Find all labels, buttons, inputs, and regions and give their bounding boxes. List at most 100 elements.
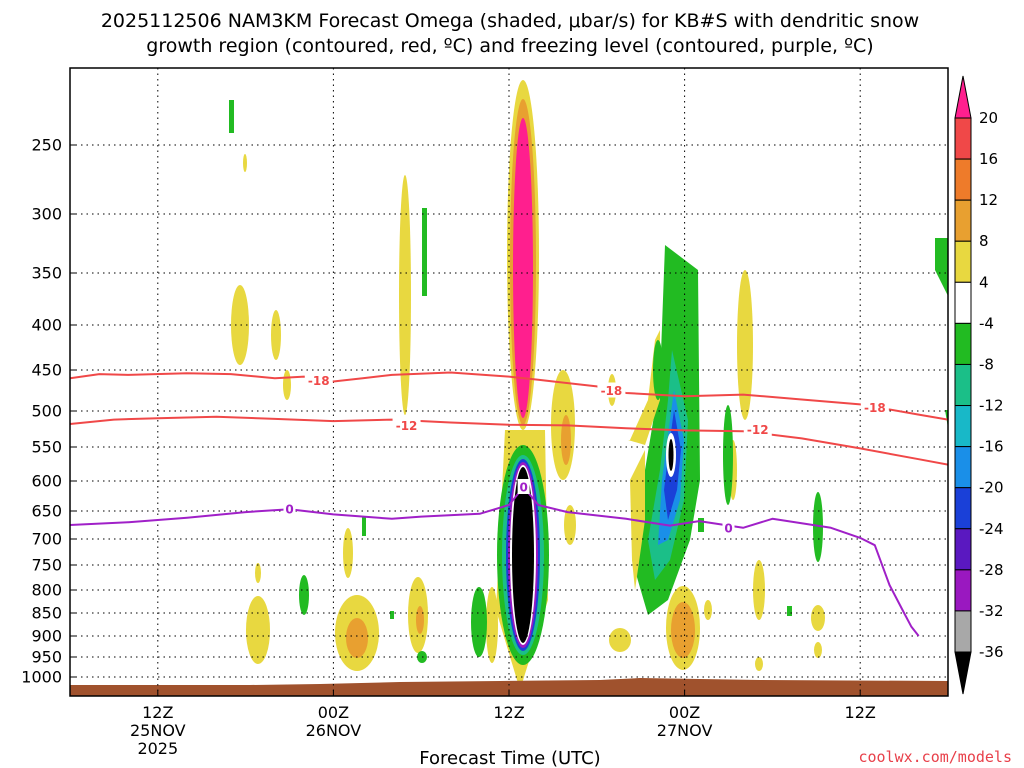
omega-region — [255, 563, 261, 583]
colorbar-label: 12 — [979, 191, 998, 209]
omega-region — [399, 175, 411, 415]
omega-region — [283, 370, 291, 400]
omega-region — [698, 518, 704, 532]
colorbar-swatch — [954, 240, 972, 283]
omega-region — [246, 596, 270, 664]
y-tick-label: 550 — [31, 438, 62, 457]
omega-region — [416, 606, 424, 634]
colorbar-swatch — [954, 446, 972, 489]
x-tick-label: 00Z — [318, 703, 349, 722]
y-tick-label: 1000 — [21, 668, 62, 687]
omega-region — [486, 587, 498, 663]
y-tick-label: 400 — [31, 316, 62, 335]
contour-label-background — [597, 382, 626, 398]
contour-label-background — [517, 479, 530, 494]
contour-label: -12 — [396, 419, 418, 433]
x-tick-date-label: 26NOV — [306, 721, 362, 740]
y-tick-label: 750 — [31, 556, 62, 575]
y-axis-ticks: 250 300 350 400 450 500 550 600 650 700 750 800 850 9… — [21, 136, 76, 687]
colorbar-label: 8 — [979, 232, 989, 250]
colorbar-label: -28 — [979, 561, 1004, 579]
colorbar-swatch — [954, 569, 972, 612]
y-tick-label: 300 — [31, 205, 62, 224]
contour-label: -12 — [747, 423, 769, 437]
chart-title-line-1: 2025112506 NAM3KM Forecast Omega (shaded… — [101, 10, 919, 32]
omega-region — [564, 505, 576, 545]
omega-region — [811, 605, 825, 631]
x-tick-label: 00Z — [669, 703, 700, 722]
contour-label-background — [860, 399, 889, 415]
omega-region — [935, 238, 948, 296]
colorbar-label: -8 — [979, 355, 994, 373]
x-tick-label: 12Z — [845, 703, 876, 722]
omega-region — [243, 154, 247, 172]
colorbar-label: -36 — [979, 643, 1004, 661]
omega-region — [422, 208, 427, 296]
omega-region — [229, 100, 234, 133]
colorbar-label: -12 — [979, 397, 1004, 415]
colorbar-label: 4 — [979, 273, 989, 291]
contour-label-background — [304, 372, 333, 388]
x-tick-date-label: 25NOV — [130, 721, 186, 740]
omega-region — [513, 118, 533, 418]
x-tick-date-label: 27NOV — [657, 721, 713, 740]
omega-region — [723, 405, 733, 505]
contour-label-background — [743, 421, 772, 437]
y-tick-label: 650 — [31, 502, 62, 521]
contour-label: 0 — [519, 481, 527, 495]
y-tick-label: 600 — [31, 472, 62, 491]
omega-region — [231, 285, 249, 365]
omega-region — [813, 492, 823, 562]
omega-region — [755, 657, 763, 671]
omega-region — [512, 467, 534, 643]
y-tick-label: 250 — [31, 136, 62, 155]
omega-region — [362, 516, 366, 536]
contour-label: -18 — [308, 374, 330, 388]
y-tick-label: 500 — [31, 402, 62, 421]
omega-region — [561, 415, 571, 465]
contour-label: -18 — [601, 384, 623, 398]
chart-title-line-2: growth region (contoured, red, ºC) and f… — [146, 35, 873, 57]
colorbar-label: -24 — [979, 520, 1004, 538]
omega-region — [668, 439, 674, 471]
contour-label: 0 — [724, 521, 732, 535]
omega-region — [609, 628, 631, 652]
ground-surface — [70, 678, 948, 696]
contour-label: -18 — [864, 401, 886, 415]
contour-line-isotherm — [70, 415, 948, 466]
colorbar-swatch — [954, 281, 972, 324]
omega-region — [346, 618, 368, 658]
colorbar-swatch — [954, 199, 972, 242]
credit-link[interactable]: coolwx.com/models — [858, 748, 1012, 766]
colorbar-swatch — [954, 405, 972, 448]
colorbar-top-arrow — [954, 75, 972, 119]
colorbar-swatch — [954, 528, 972, 571]
colorbar-swatch — [954, 322, 972, 365]
colorbar-bottom-arrow — [954, 651, 972, 695]
colorbar-label: 20 — [979, 109, 998, 127]
temperature-contours: -18 -18 -18 -12 -12 0 0 0 — [70, 371, 948, 637]
colorbar-label: -20 — [979, 479, 1004, 497]
omega-region — [271, 310, 281, 360]
x-tick-label: 12Z — [142, 703, 173, 722]
pressure-gridlines — [70, 144, 948, 678]
colorbar-swatch — [954, 610, 972, 653]
y-tick-label: 450 — [31, 361, 62, 380]
omega-region — [787, 606, 792, 616]
x-tick-year-label: 2025 — [137, 739, 178, 758]
colorbar-swatch — [954, 363, 972, 407]
omega-region — [737, 270, 753, 420]
y-tick-label: 700 — [31, 530, 62, 549]
omega-region — [343, 528, 353, 578]
x-tick-label: 12Z — [493, 703, 524, 722]
y-tick-label: 350 — [31, 264, 62, 283]
y-tick-label: 900 — [31, 627, 62, 646]
omega-region — [704, 600, 712, 620]
y-tick-label: 800 — [31, 581, 62, 600]
contour-label-background — [722, 519, 735, 535]
colorbar-label: -4 — [979, 314, 994, 332]
colorbar-swatch — [954, 117, 972, 160]
x-axis-title: Forecast Time (UTC) — [419, 748, 600, 768]
